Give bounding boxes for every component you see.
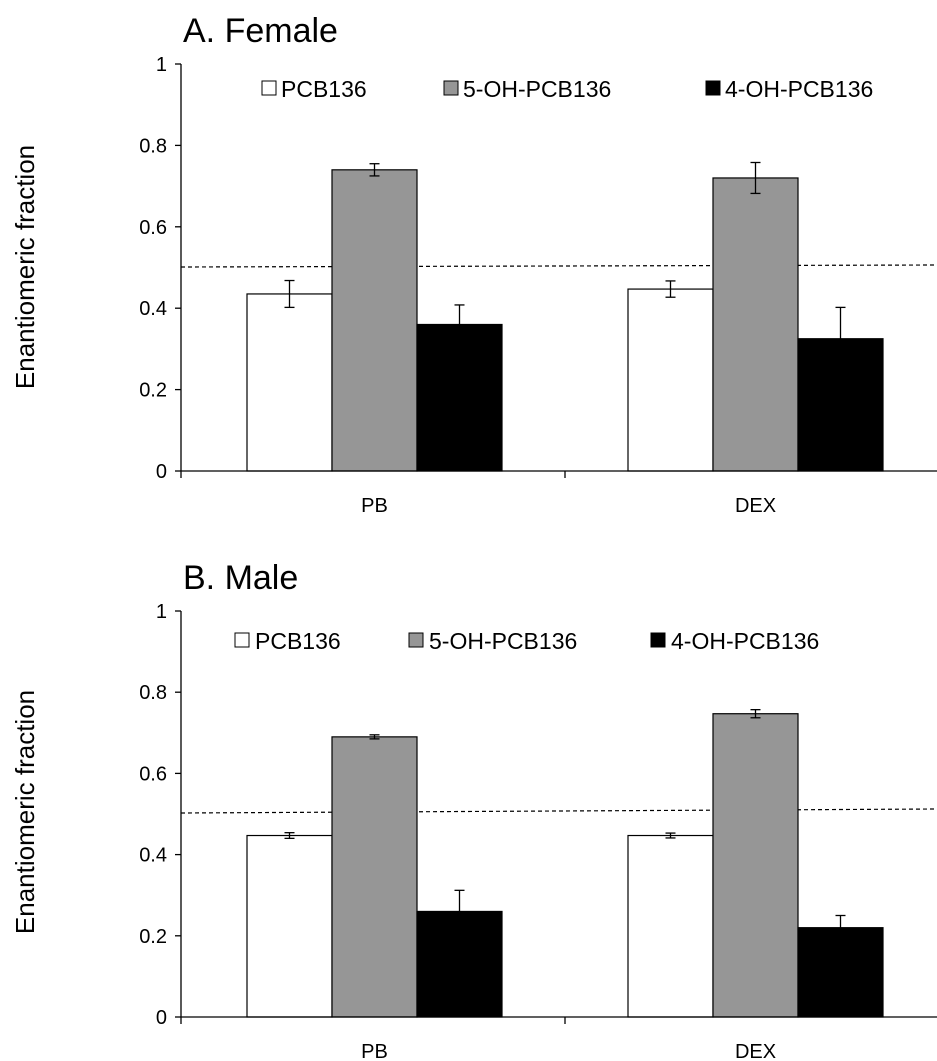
legend-item-5-oh-pcb136: 5-OH-PCB136 [408, 628, 577, 654]
reference-line [180, 264, 937, 268]
bar-5-oh-pcb136-pb [331, 736, 418, 1018]
legend-item-pcb136: PCB136 [261, 76, 367, 102]
y-tick-label: 0.2 [139, 380, 167, 402]
legend-label: 4-OH-PCB136 [671, 628, 819, 654]
category-label-pb: PB [361, 495, 388, 517]
bar-pcb136-dex [627, 834, 714, 1018]
error-bar-pcb136-dex [665, 832, 676, 839]
category-label-dex: DEX [735, 495, 776, 517]
error-bar-pcb136-pb [284, 279, 295, 309]
y-tick-label: 0 [156, 1007, 167, 1029]
y-tick-label: 1 [156, 601, 167, 623]
legend: PCB136 5-OH-PCB136 4-OH-PCB136 [234, 628, 819, 654]
legend-label: PCB136 [281, 76, 367, 102]
chart-panel-female: A. Female Enantiomeric fraction 0 0.2 0.4 0.6… [10, 12, 937, 517]
error-bar-5-oh-pcb136-dex [750, 161, 761, 195]
legend-item-4-oh-pcb136: 4-OH-PCB136 [705, 76, 873, 102]
chart-title: B. Male [183, 559, 298, 597]
bar-5-oh-pcb136-dex [712, 177, 799, 472]
legend-swatch [650, 632, 666, 648]
y-tick-label: 0.8 [139, 682, 167, 704]
category-label-pb: PB [361, 1041, 388, 1061]
bar-5-oh-pcb136-pb [331, 169, 418, 472]
error-bar-4-oh-pcb136-dex [835, 306, 846, 371]
legend-swatch [705, 80, 721, 96]
error-bar-4-oh-pcb136-pb [454, 889, 465, 934]
error-bar-4-oh-pcb136-pb [454, 304, 465, 345]
legend-item-pcb136: PCB136 [234, 628, 341, 654]
error-bar-pcb136-pb [284, 832, 295, 840]
y-tick-label: 0.8 [139, 135, 167, 157]
bar-4-oh-pcb136-pb [416, 323, 503, 472]
y-tick-label: 0.2 [139, 926, 167, 948]
legend-label: PCB136 [255, 628, 341, 654]
bar-pcb136-pb [246, 834, 333, 1018]
chart-panel-male: B. Male Enantiomeric fraction 0 0.2 0.4 0.6 0.… [10, 559, 937, 1061]
y-tick-label: 0.4 [139, 298, 167, 320]
legend-label: 5-OH-PCB136 [463, 76, 611, 102]
error-bar-5-oh-pcb136-pb [369, 734, 380, 740]
legend-label: 4-OH-PCB136 [725, 76, 873, 102]
legend: PCB136 5-OH-PCB136 4-OH-PCB136 [261, 76, 873, 102]
category-label-dex: DEX [735, 1041, 776, 1061]
legend-label: 5-OH-PCB136 [429, 628, 577, 654]
error-bar-4-oh-pcb136-dex [835, 914, 846, 941]
legend-swatch [408, 632, 424, 648]
y-axis-label: Enantiomeric fraction [10, 690, 40, 934]
legend-item-4-oh-pcb136: 4-OH-PCB136 [650, 628, 819, 654]
error-bar-pcb136-dex [665, 280, 676, 298]
y-tick-label: 0.6 [139, 763, 167, 785]
error-bar-5-oh-pcb136-pb [369, 163, 380, 177]
y-tick-label: 0.4 [139, 845, 167, 867]
y-tick-label: 0.6 [139, 217, 167, 239]
legend-swatch [443, 80, 459, 96]
y-tick-label: 0 [156, 461, 167, 483]
y-axis-label: Enantiomeric fraction [10, 145, 40, 389]
legend-item-5-oh-pcb136: 5-OH-PCB136 [443, 76, 611, 102]
bar-pcb136-dex [627, 288, 714, 472]
chart-title: A. Female [183, 12, 338, 50]
error-bar-5-oh-pcb136-dex [750, 709, 761, 719]
legend-swatch [234, 632, 250, 648]
y-tick-label: 1 [156, 54, 167, 76]
reference-line [180, 808, 937, 814]
bar-pcb136-pb [246, 293, 333, 472]
bar-4-oh-pcb136-dex [797, 927, 884, 1018]
bar-5-oh-pcb136-dex [712, 713, 799, 1018]
legend-swatch [261, 80, 277, 96]
